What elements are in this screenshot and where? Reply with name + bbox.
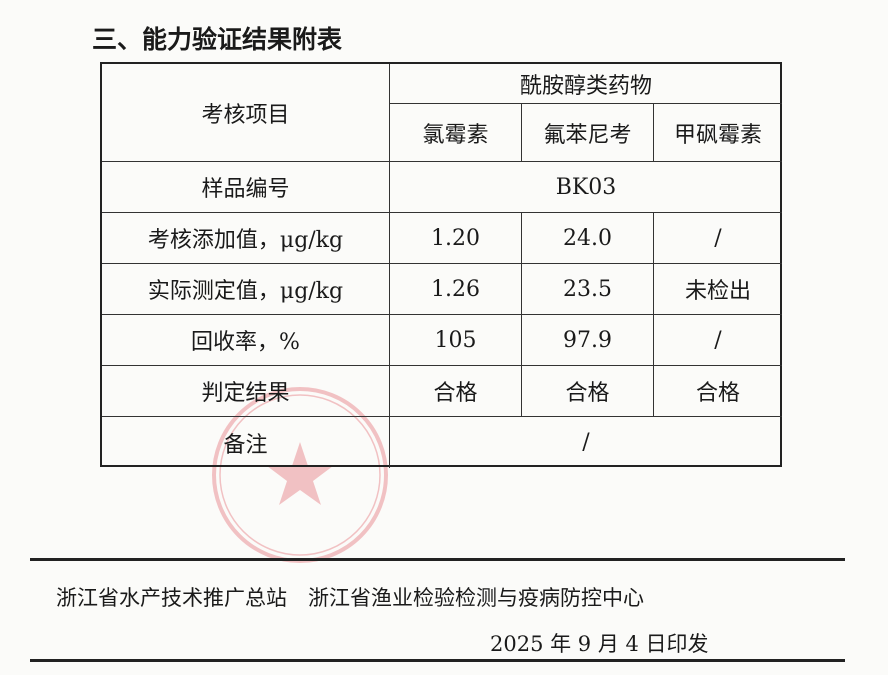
footer-date: 2025 年 9 月 4 日印发 bbox=[490, 632, 709, 656]
results-table: 考核项目 酰胺醇类药物 氯霉素 氟苯尼考 甲砜霉素样品编号 BK03 考核添加值，μg/kg… bbox=[100, 62, 782, 468]
value-cell: 23.5 bbox=[522, 264, 654, 315]
row-label-cell: 备注 bbox=[102, 417, 390, 468]
header-item-cell: 考核项目 bbox=[102, 64, 390, 162]
value-cell: / bbox=[654, 315, 782, 366]
official-seal-stamp bbox=[212, 387, 388, 563]
value-cell: / bbox=[654, 213, 782, 264]
merged-value-cell: BK03 bbox=[390, 162, 782, 213]
row-label-cell: 样品编号 bbox=[102, 162, 390, 213]
value-cell: 1.20 bbox=[390, 213, 522, 264]
footer-bottom-rule bbox=[30, 659, 845, 662]
value-cell: 105 bbox=[390, 315, 522, 366]
row-label-cell: 实际测定值，μg/kg bbox=[102, 264, 390, 315]
row-label-cell: 回收率，% bbox=[102, 315, 390, 366]
drug-header-cell: 氟苯尼考 bbox=[522, 104, 654, 162]
value-cell: 合格 bbox=[390, 366, 522, 417]
value-cell: 合格 bbox=[522, 366, 654, 417]
value-cell: 97.9 bbox=[522, 315, 654, 366]
row-label-cell: 判定结果 bbox=[102, 366, 390, 417]
group-header-cell: 酰胺醇类药物 bbox=[390, 64, 782, 104]
value-cell: 24.0 bbox=[522, 213, 654, 264]
row-label-cell: 考核添加值，μg/kg bbox=[102, 213, 390, 264]
drug-header-cell: 甲砜霉素 bbox=[654, 104, 782, 162]
footer-issuers: 浙江省水产技术推广总站 浙江省渔业检验检测与疫病防控中心 bbox=[56, 586, 644, 610]
section-title: 三、能力验证结果附表 bbox=[92, 25, 343, 54]
drug-header-cell: 氯霉素 bbox=[390, 104, 522, 162]
value-cell: 未检出 bbox=[654, 264, 782, 315]
merged-value-cell: / bbox=[582, 430, 590, 455]
footer-top-rule bbox=[30, 558, 845, 561]
value-cell: 合格 bbox=[654, 366, 782, 417]
value-cell: 1.26 bbox=[390, 264, 522, 315]
